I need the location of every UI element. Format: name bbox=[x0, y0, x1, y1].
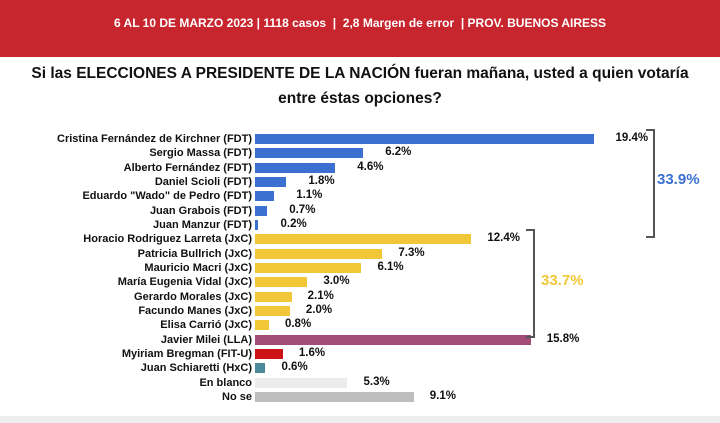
value-label: 2.0% bbox=[305, 303, 333, 316]
value-label: 3.0% bbox=[323, 275, 350, 288]
category-label: Daniel Scioli (FDT) bbox=[154, 175, 252, 188]
category-label: Mauricio Macri (JxC) bbox=[144, 261, 252, 274]
bar bbox=[255, 291, 292, 302]
category-label: Elisa Carrió (JxC) bbox=[160, 319, 252, 332]
bar bbox=[255, 248, 383, 259]
value-label: 2.1% bbox=[307, 289, 334, 302]
category-label: Gerardo Morales (JxC) bbox=[134, 290, 252, 303]
category-label: Sergio Massa (FDT) bbox=[149, 147, 252, 160]
value-label: 4.6% bbox=[357, 160, 384, 173]
bar bbox=[255, 262, 362, 273]
category-label: Facundo Manes (JxC) bbox=[138, 304, 252, 317]
group-total-label: 33.7% bbox=[541, 271, 584, 289]
value-label: 12.4% bbox=[487, 232, 520, 245]
category-label: En blanco bbox=[199, 376, 252, 389]
value-label: 15.8% bbox=[546, 332, 580, 345]
category-label: Alberto Fernández (FDT) bbox=[123, 161, 252, 174]
value-label: 9.1% bbox=[429, 389, 456, 402]
category-label: Myiriam Bregman (FIT-U) bbox=[121, 347, 252, 360]
category-label: Horacio Rodriguez Larreta (JxC) bbox=[83, 233, 252, 246]
bar bbox=[255, 176, 287, 187]
value-label: 0.7% bbox=[289, 203, 316, 216]
category-label: Eduardo "Wado" de Pedro (FDT) bbox=[82, 190, 252, 203]
header-text: 6 AL 10 DE MARZO 2023 | 1118 casos | 2,8… bbox=[113, 16, 607, 30]
bar bbox=[255, 134, 594, 144]
category-label: Juan Manzur (FDT) bbox=[153, 218, 252, 231]
category-label: Patricia Bullrich (JxC) bbox=[137, 247, 252, 260]
value-label: 0.8% bbox=[284, 318, 312, 331]
category-label: No se bbox=[222, 390, 252, 403]
bar bbox=[255, 348, 283, 359]
value-label: 1.8% bbox=[308, 174, 335, 187]
value-label: 1.6% bbox=[298, 346, 326, 359]
category-label: Cristina Fernández de Kirchner (FDT) bbox=[57, 133, 252, 145]
bottom-strip bbox=[0, 416, 720, 423]
category-label: Juan Schiaretti (HxC) bbox=[140, 362, 252, 375]
value-label: 1.1% bbox=[296, 189, 323, 202]
value-label: 7.3% bbox=[398, 246, 425, 259]
value-label: 6.1% bbox=[377, 260, 404, 273]
group-total-label: 33.9% bbox=[657, 171, 700, 189]
chart-title: Si las ELECCIONES A PRESIDENTE DE LA NAC… bbox=[31, 65, 689, 107]
group-bracket bbox=[526, 229, 535, 339]
bar bbox=[255, 219, 259, 230]
bar bbox=[255, 234, 472, 245]
bar bbox=[255, 334, 531, 345]
bar bbox=[255, 391, 414, 402]
category-label: Juan Grabois (FDT) bbox=[149, 204, 252, 217]
bar bbox=[255, 377, 348, 388]
bar bbox=[255, 191, 275, 202]
value-label: 0.2% bbox=[280, 217, 307, 230]
bar bbox=[255, 305, 290, 316]
bar bbox=[255, 205, 268, 216]
bar bbox=[255, 148, 364, 159]
category-label: Javier Milei (LLA) bbox=[160, 333, 252, 346]
bar bbox=[255, 363, 266, 374]
value-label: 19.4% bbox=[615, 132, 649, 144]
value-label: 5.3% bbox=[363, 375, 390, 388]
header-banner: 6 AL 10 DE MARZO 2023 | 1118 casos | 2,8… bbox=[0, 0, 720, 57]
bar bbox=[255, 277, 308, 288]
value-label: 0.6% bbox=[281, 361, 308, 374]
bar bbox=[255, 162, 336, 173]
bar bbox=[255, 320, 269, 331]
value-label: 6.2% bbox=[385, 146, 412, 159]
group-bracket bbox=[646, 129, 655, 238]
category-label: María Eugenia Vidal (JxC) bbox=[117, 276, 252, 289]
